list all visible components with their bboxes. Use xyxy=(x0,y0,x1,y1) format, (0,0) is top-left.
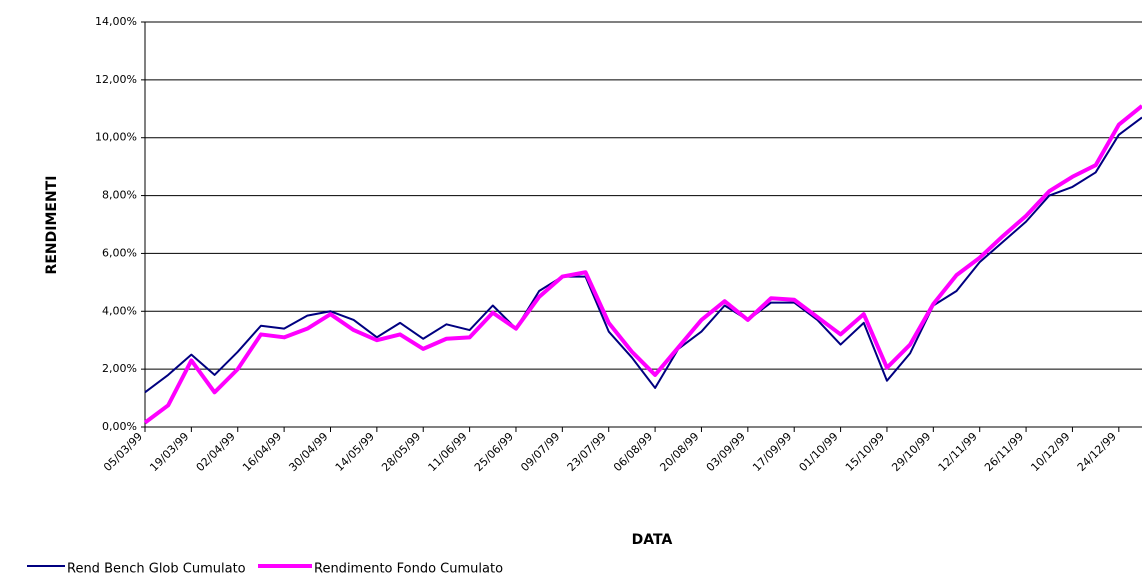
x-tick-label: 23/07/99 xyxy=(565,430,609,474)
y-tick-label: 6,00% xyxy=(102,246,137,259)
y-tick-label: 14,00% xyxy=(95,15,137,28)
x-tick-label: 26/11/99 xyxy=(982,430,1026,474)
x-tick-label: 24/12/99 xyxy=(1075,430,1119,474)
y-axis-title: RENDIMENTI xyxy=(44,176,60,275)
x-tick-label: 06/08/99 xyxy=(611,430,655,474)
x-tick-label: 30/04/99 xyxy=(286,430,330,474)
x-tick-label: 29/10/99 xyxy=(889,430,933,474)
series-line xyxy=(143,104,1142,425)
y-tick-label: 4,00% xyxy=(102,304,137,317)
x-tick-label: 01/10/99 xyxy=(797,430,841,474)
x-tick-label: 25/06/99 xyxy=(472,430,516,474)
x-tick-label: 20/08/99 xyxy=(657,430,701,474)
x-tick-label: 10/12/99 xyxy=(1028,430,1072,474)
y-tick-label: 2,00% xyxy=(102,362,137,375)
y-tick-label: 12,00% xyxy=(95,73,137,86)
x-tick-label: 09/07/99 xyxy=(518,430,562,474)
x-tick-label: 16/04/99 xyxy=(240,430,284,474)
x-tick-label: 02/04/99 xyxy=(194,430,238,474)
y-tick-label: 10,00% xyxy=(95,131,137,144)
legend-label: Rend Bench Glob Cumulato xyxy=(67,562,246,577)
x-tick-label: 12/11/99 xyxy=(936,430,980,474)
x-tick-label: 19/03/99 xyxy=(147,430,191,474)
x-tick-label: 15/10/99 xyxy=(843,430,887,474)
y-tick-label: 0,00% xyxy=(102,420,137,433)
x-tick-label: 17/09/99 xyxy=(750,430,794,474)
x-tick-label: 14/05/99 xyxy=(333,430,377,474)
y-tick-label: 8,00% xyxy=(102,189,137,202)
legend-label: Rendimento Fondo Cumulato xyxy=(314,562,503,577)
series-line xyxy=(144,116,1142,394)
x-axis-title: DATA xyxy=(632,532,673,548)
x-tick-label: 28/05/99 xyxy=(379,430,423,474)
x-tick-label: 11/06/99 xyxy=(426,430,470,474)
x-tick-label: 03/09/99 xyxy=(704,430,748,474)
x-tick-label: 05/03/99 xyxy=(101,430,145,474)
